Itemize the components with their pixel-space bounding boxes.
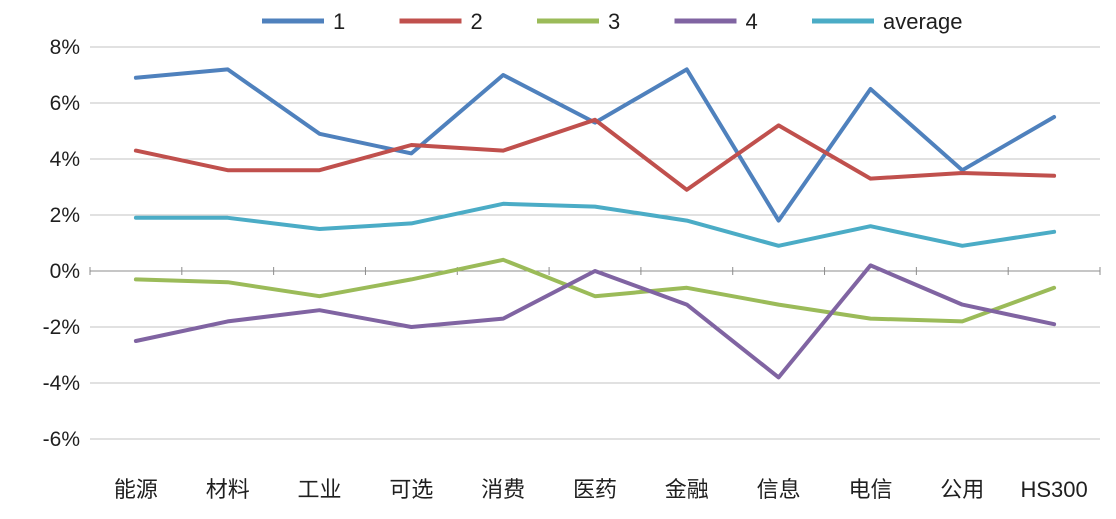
legend-label-4: 4 — [746, 9, 758, 34]
y-axis-label: -2% — [43, 316, 80, 339]
series-line-1 — [133, 67, 1057, 223]
legend-label-average: average — [883, 9, 963, 34]
y-axis-label: -4% — [43, 372, 80, 395]
legend-label-2: 2 — [471, 9, 483, 34]
y-axis-label: 2% — [50, 204, 80, 227]
series-line-3 — [133, 257, 1057, 324]
y-axis-label: -6% — [43, 428, 80, 451]
x-axis-label: 金融 — [665, 477, 709, 502]
y-axis-label: 0% — [50, 260, 80, 283]
series-line-average — [133, 201, 1057, 248]
legend-label-3: 3 — [608, 9, 620, 34]
series-line-2 — [133, 117, 1057, 192]
x-axis-label: 医药 — [573, 477, 617, 502]
legend-label-1: 1 — [333, 9, 345, 34]
y-axis-label: 8% — [50, 36, 80, 59]
x-axis-label: 材料 — [206, 477, 250, 502]
x-axis-label: HS300 — [1020, 477, 1087, 502]
y-axis-label: 6% — [50, 92, 80, 115]
y-axis-label: 4% — [50, 148, 80, 171]
x-axis-label: 信息 — [757, 477, 801, 502]
series-line-4 — [133, 263, 1057, 380]
x-axis-label: 可选 — [389, 477, 433, 502]
x-axis-label: 公用 — [940, 477, 984, 502]
x-axis-label: 工业 — [298, 477, 342, 502]
x-axis-label: 消费 — [481, 477, 525, 502]
x-axis-label: 电信 — [848, 477, 892, 502]
x-axis-label: 能源 — [114, 477, 158, 502]
